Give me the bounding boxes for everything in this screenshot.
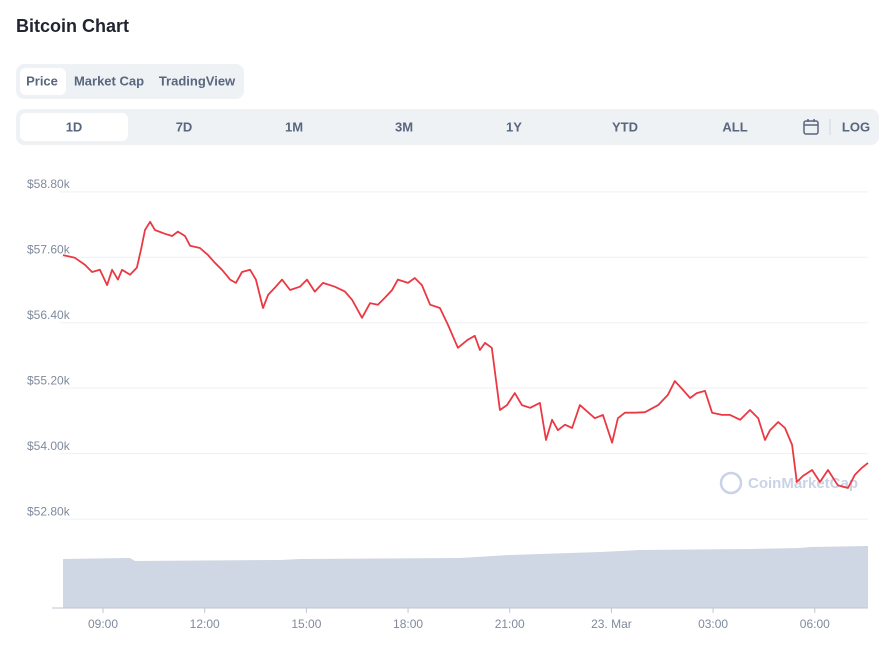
tab-group bbox=[16, 64, 244, 99]
watermark-logo bbox=[719, 471, 743, 495]
range-button[interactable]: 1D bbox=[66, 119, 83, 134]
y-tick-label: $54.00k bbox=[27, 439, 71, 453]
x-tick-label: 21:00 bbox=[495, 617, 525, 631]
tab[interactable]: Market Cap bbox=[74, 73, 144, 88]
x-tick-label: 15:00 bbox=[291, 617, 321, 631]
range-button[interactable]: ALL bbox=[722, 119, 747, 134]
calendar-icon[interactable] bbox=[803, 119, 819, 135]
range-button[interactable]: 1M bbox=[285, 119, 303, 134]
active-tab bbox=[20, 68, 66, 95]
x-tick-label: 12:00 bbox=[190, 617, 220, 631]
tab[interactable]: TradingView bbox=[159, 73, 236, 88]
x-tick-label: 23. Mar bbox=[591, 617, 632, 631]
x-tick-label: 03:00 bbox=[698, 617, 728, 631]
range-button[interactable]: 1Y bbox=[506, 119, 522, 134]
x-tick-label: 18:00 bbox=[393, 617, 423, 631]
range-button[interactable]: 3M bbox=[395, 119, 413, 134]
tab[interactable]: Price bbox=[26, 73, 58, 88]
price-line bbox=[62, 220, 869, 489]
watermark: CoinMarketCap bbox=[748, 475, 858, 492]
range-bar bbox=[16, 109, 879, 145]
y-tick-label: $57.60k bbox=[27, 242, 71, 256]
y-tick-label: $55.20k bbox=[27, 373, 71, 387]
active-range bbox=[20, 113, 128, 141]
log-toggle[interactable]: LOG bbox=[842, 119, 870, 134]
volume-area bbox=[63, 546, 868, 608]
y-tick-label: $58.80k bbox=[27, 177, 71, 191]
x-tick-label: 09:00 bbox=[88, 617, 118, 631]
y-tick-label: $56.40k bbox=[27, 308, 71, 322]
range-button[interactable]: YTD bbox=[612, 119, 638, 134]
range-button[interactable]: 7D bbox=[176, 119, 193, 134]
y-tick-label: $52.80k bbox=[27, 504, 71, 518]
title: Bitcoin Chart bbox=[16, 16, 129, 36]
x-tick-label: 06:00 bbox=[800, 617, 830, 631]
